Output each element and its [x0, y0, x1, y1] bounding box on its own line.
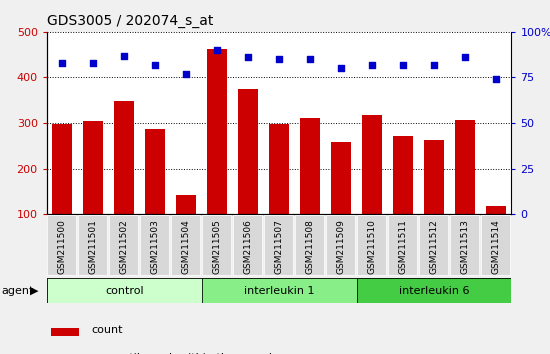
FancyBboxPatch shape: [295, 215, 324, 275]
FancyBboxPatch shape: [109, 215, 139, 275]
FancyBboxPatch shape: [326, 215, 355, 275]
Bar: [486, 206, 506, 260]
FancyBboxPatch shape: [140, 215, 169, 275]
Text: GSM211511: GSM211511: [399, 219, 408, 274]
Point: [58, 60, 67, 66]
Bar: [424, 140, 444, 260]
Bar: [114, 101, 134, 260]
Text: GSM211512: GSM211512: [430, 219, 438, 274]
Point: [430, 62, 438, 68]
FancyBboxPatch shape: [47, 215, 76, 275]
Point: [306, 56, 315, 62]
Bar: [455, 120, 475, 260]
Text: GSM211513: GSM211513: [460, 219, 470, 274]
FancyBboxPatch shape: [481, 215, 510, 275]
Point: [399, 62, 408, 68]
Bar: [207, 49, 227, 260]
FancyBboxPatch shape: [450, 215, 479, 275]
Point: [182, 71, 190, 76]
FancyBboxPatch shape: [419, 215, 448, 275]
Point: [367, 62, 376, 68]
Text: count: count: [91, 325, 123, 335]
Bar: [300, 118, 320, 260]
Text: GSM211501: GSM211501: [89, 219, 98, 274]
Text: GDS3005 / 202074_s_at: GDS3005 / 202074_s_at: [47, 14, 213, 28]
Bar: [393, 136, 413, 260]
Text: GSM211504: GSM211504: [182, 219, 191, 274]
Text: GSM211500: GSM211500: [58, 219, 67, 274]
FancyBboxPatch shape: [78, 215, 107, 275]
Point: [120, 53, 129, 58]
Text: interleukin 1: interleukin 1: [244, 286, 315, 296]
Point: [244, 55, 252, 60]
Text: GSM211505: GSM211505: [213, 219, 222, 274]
Text: agent: agent: [1, 286, 34, 296]
Bar: [362, 115, 382, 260]
Point: [492, 76, 500, 82]
Point: [213, 47, 222, 53]
Text: GSM211502: GSM211502: [120, 219, 129, 274]
Bar: [52, 124, 72, 260]
Point: [460, 55, 469, 60]
Bar: [331, 142, 351, 260]
Point: [274, 56, 283, 62]
FancyBboxPatch shape: [202, 215, 232, 275]
FancyBboxPatch shape: [171, 215, 200, 275]
FancyBboxPatch shape: [357, 215, 386, 275]
Point: [89, 60, 97, 66]
FancyBboxPatch shape: [388, 215, 417, 275]
Text: GSM211509: GSM211509: [337, 219, 345, 274]
Text: GSM211506: GSM211506: [244, 219, 252, 274]
Point: [151, 62, 160, 68]
Bar: [238, 89, 258, 260]
Text: GSM211510: GSM211510: [367, 219, 377, 274]
Text: ▶: ▶: [30, 286, 38, 296]
FancyBboxPatch shape: [202, 278, 356, 303]
Bar: [145, 129, 165, 260]
Text: GSM211503: GSM211503: [151, 219, 160, 274]
Text: GSM211507: GSM211507: [274, 219, 284, 274]
Bar: [176, 195, 196, 260]
Bar: [269, 124, 289, 260]
Bar: [51, 329, 79, 336]
Point: [337, 65, 345, 71]
Text: GSM211514: GSM211514: [492, 219, 500, 274]
FancyBboxPatch shape: [233, 215, 262, 275]
Text: control: control: [105, 286, 144, 296]
Bar: [83, 121, 103, 260]
Text: GSM211508: GSM211508: [306, 219, 315, 274]
Text: interleukin 6: interleukin 6: [399, 286, 469, 296]
FancyBboxPatch shape: [47, 278, 202, 303]
Text: percentile rank within the sample: percentile rank within the sample: [91, 353, 279, 354]
FancyBboxPatch shape: [356, 278, 512, 303]
FancyBboxPatch shape: [264, 215, 293, 275]
